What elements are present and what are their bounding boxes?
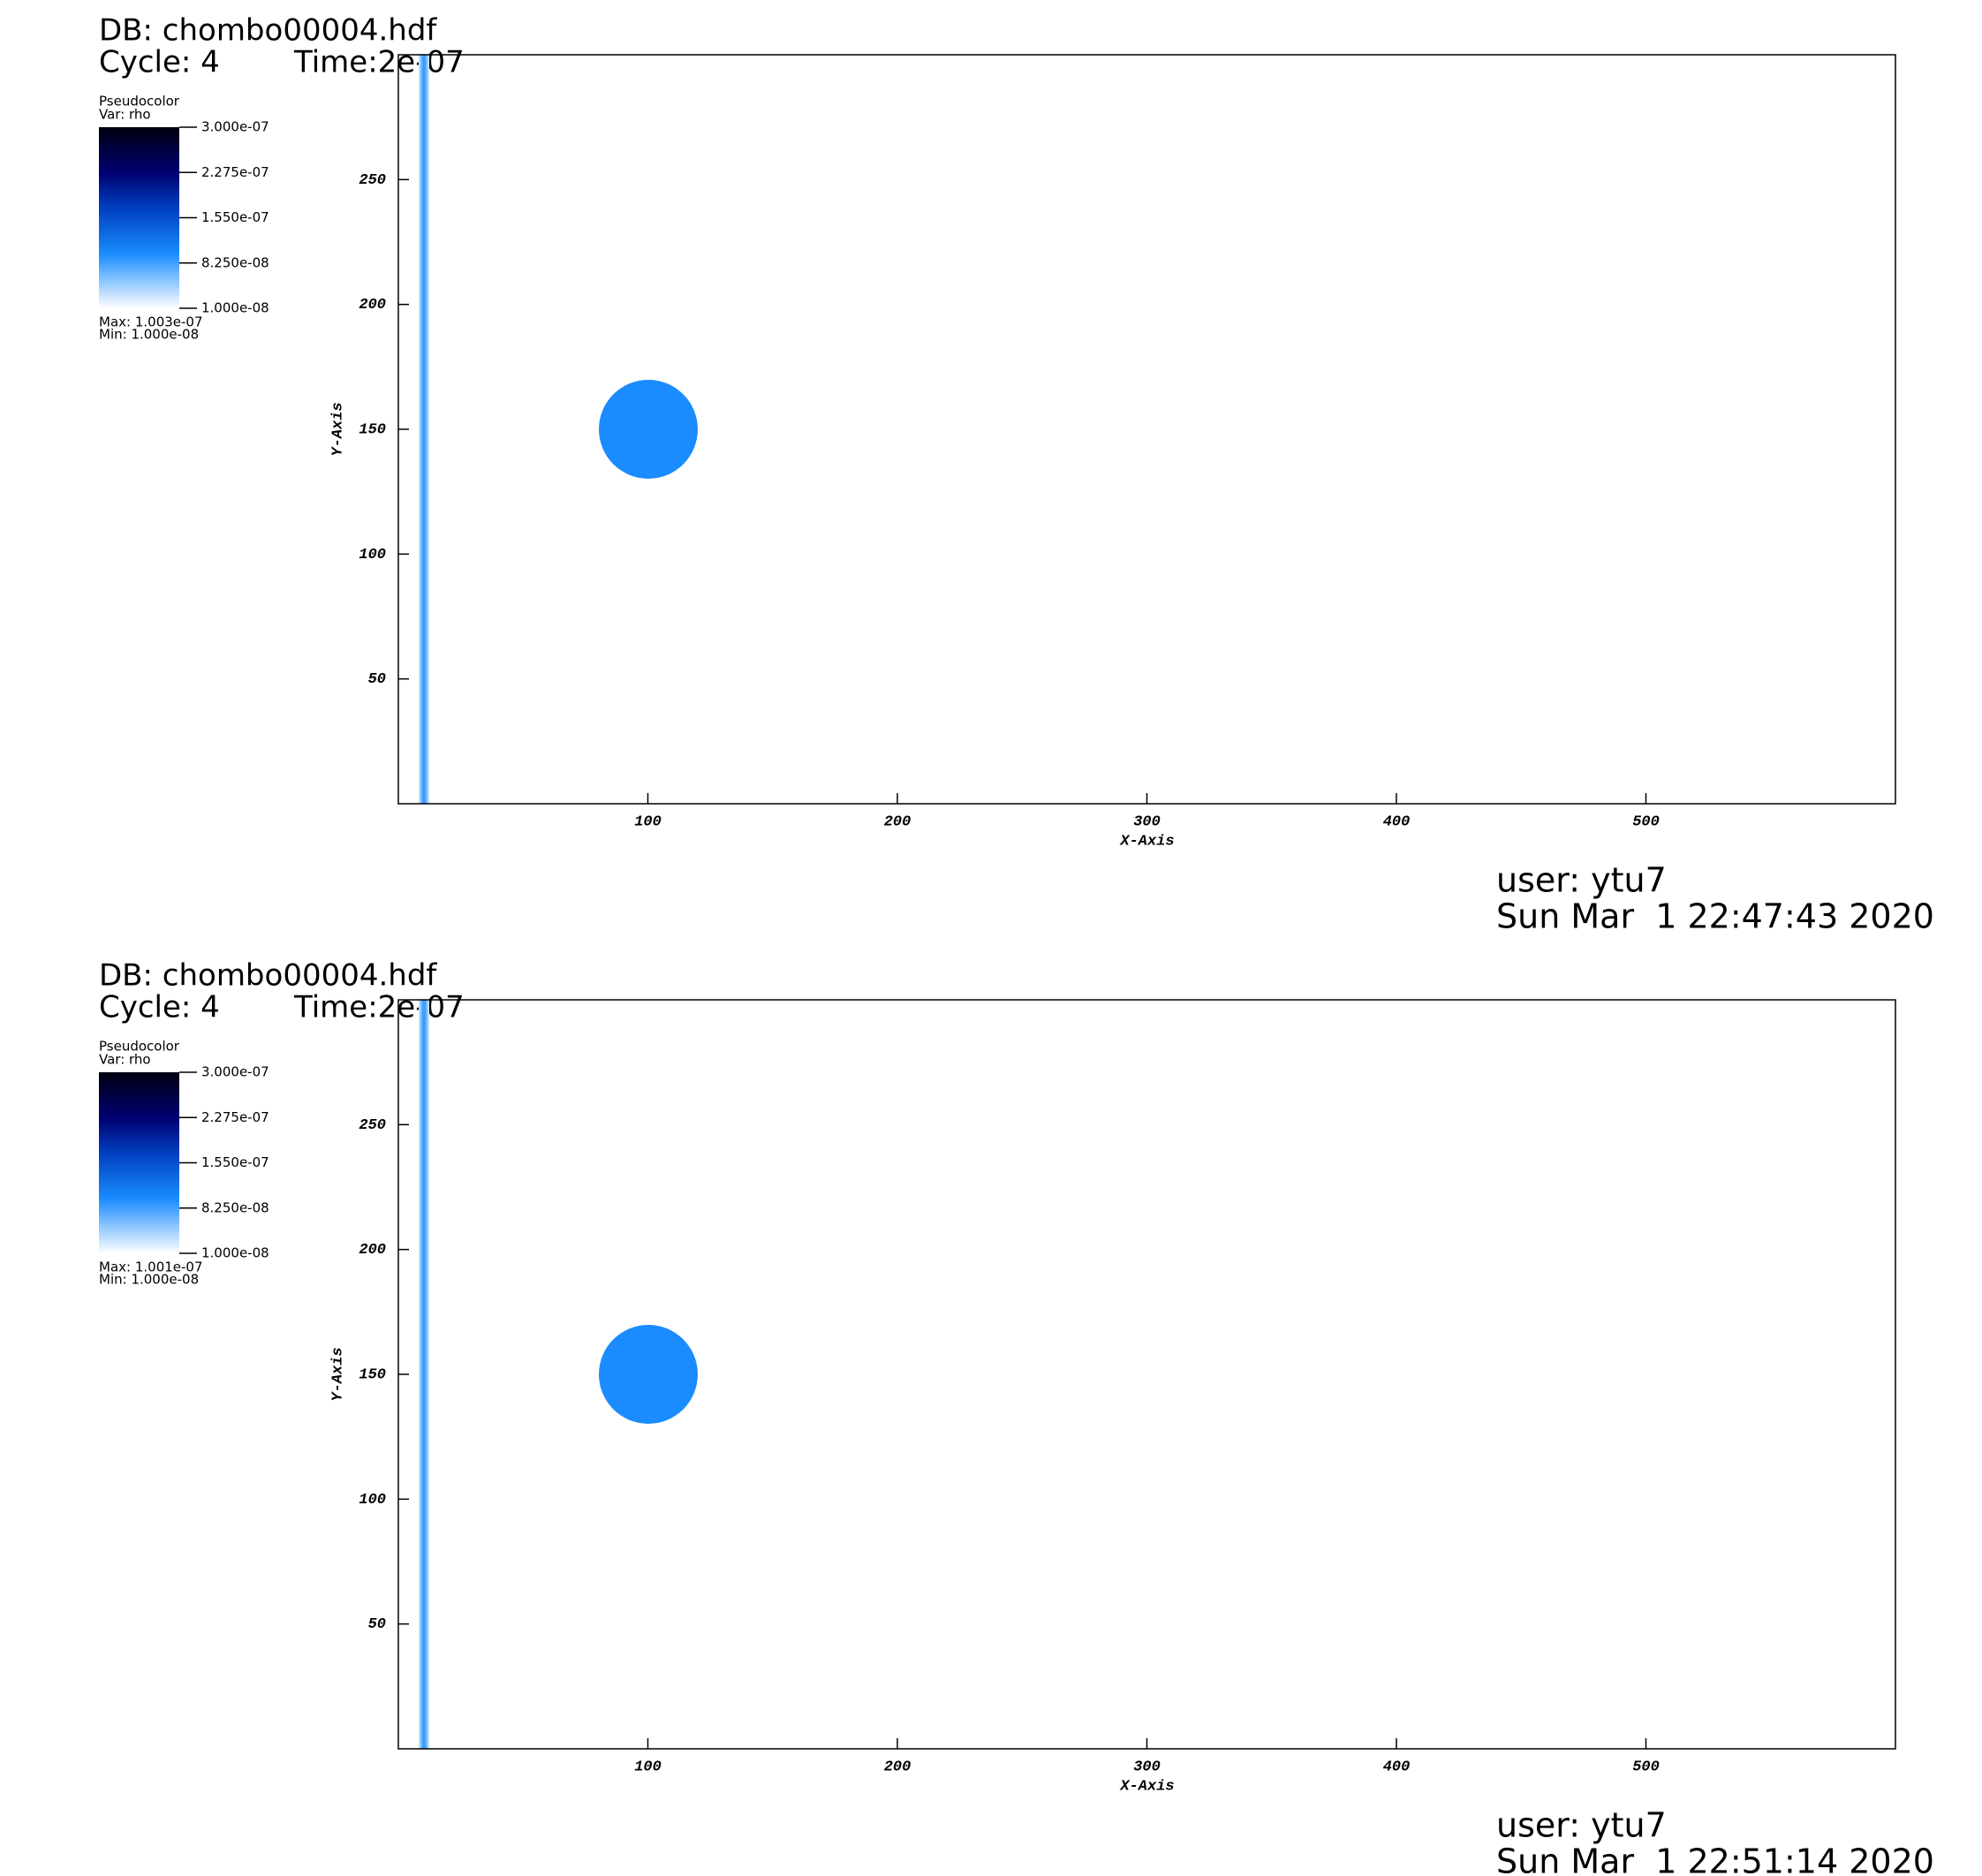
y-axis-label: Y-Axis — [329, 1347, 346, 1401]
x-axis-label: X-Axis — [1119, 833, 1174, 850]
x-tick-label: 500 — [1632, 1759, 1660, 1775]
cycle-label: Cycle: 4 — [99, 45, 220, 80]
y-tick-label: 250 — [359, 172, 386, 189]
colorbar-tick-label: 2.275e-07 — [201, 164, 269, 180]
user-label: user: ytu7 — [1496, 861, 1667, 900]
density-blob — [599, 380, 698, 479]
db-label: DB: chombo00004.hdf — [99, 958, 437, 994]
db-label: DB: chombo00004.hdf — [99, 13, 437, 49]
y-tick-label: 200 — [359, 297, 386, 314]
legend-title: Pseudocolor — [99, 94, 180, 110]
min-label: Min: 1.000e-08 — [99, 327, 199, 343]
colorbar-tick-label: 1.000e-08 — [201, 300, 269, 316]
density-strip — [419, 55, 429, 804]
y-tick-label: 150 — [359, 421, 386, 438]
colorbar — [99, 1072, 179, 1253]
colorbar-tick-label: 1.000e-08 — [201, 1245, 269, 1261]
colorbar-tick-label: 8.250e-08 — [201, 1199, 269, 1215]
colorbar-tick-label: 8.250e-08 — [201, 254, 269, 270]
x-tick-label: 200 — [884, 1759, 912, 1775]
x-tick-label: 300 — [1133, 1759, 1161, 1775]
x-tick-label: 500 — [1632, 813, 1660, 830]
x-tick-label: 100 — [634, 1759, 662, 1775]
y-tick-label: 150 — [359, 1366, 386, 1383]
x-axis-label: X-Axis — [1119, 1778, 1174, 1795]
colorbar-tick-label: 3.000e-07 — [201, 1064, 269, 1080]
legend-variable: Var: rho — [99, 1052, 151, 1068]
colorbar-tick-label: 1.550e-07 — [201, 209, 269, 225]
y-tick-label: 50 — [368, 1616, 386, 1633]
density-blob — [599, 1325, 698, 1424]
cycle-label: Cycle: 4 — [99, 990, 220, 1025]
colorbar-tick-label: 1.550e-07 — [201, 1154, 269, 1170]
x-tick-label: 400 — [1383, 813, 1411, 830]
x-tick-label: 400 — [1383, 1759, 1411, 1775]
colorbar-tick-label: 3.000e-07 — [201, 119, 269, 135]
legend-title: Pseudocolor — [99, 1039, 180, 1055]
date-label: Sun Mar 1 22:51:14 2020 — [1496, 1842, 1934, 1876]
date-label: Sun Mar 1 22:47:43 2020 — [1496, 897, 1934, 936]
x-tick-label: 100 — [634, 813, 662, 830]
colorbar-tick-label: 2.275e-07 — [201, 1109, 269, 1125]
x-tick-label: 200 — [884, 813, 912, 830]
user-label: user: ytu7 — [1496, 1806, 1667, 1845]
time-label: Time:2e-07 — [293, 990, 465, 1025]
time-label: Time:2e-07 — [293, 45, 465, 80]
y-tick-label: 100 — [359, 547, 386, 564]
min-label: Min: 1.000e-08 — [99, 1272, 199, 1288]
y-axis-label: Y-Axis — [329, 402, 346, 456]
y-tick-label: 100 — [359, 1492, 386, 1509]
max-label: Max: 1.003e-07 — [99, 314, 203, 330]
y-tick-label: 250 — [359, 1117, 386, 1134]
colorbar — [99, 127, 179, 308]
legend-variable: Var: rho — [99, 107, 151, 123]
y-tick-label: 50 — [368, 671, 386, 688]
density-strip — [419, 1000, 429, 1749]
x-tick-label: 300 — [1133, 813, 1161, 830]
y-tick-label: 200 — [359, 1242, 386, 1259]
max-label: Max: 1.001e-07 — [99, 1259, 203, 1275]
